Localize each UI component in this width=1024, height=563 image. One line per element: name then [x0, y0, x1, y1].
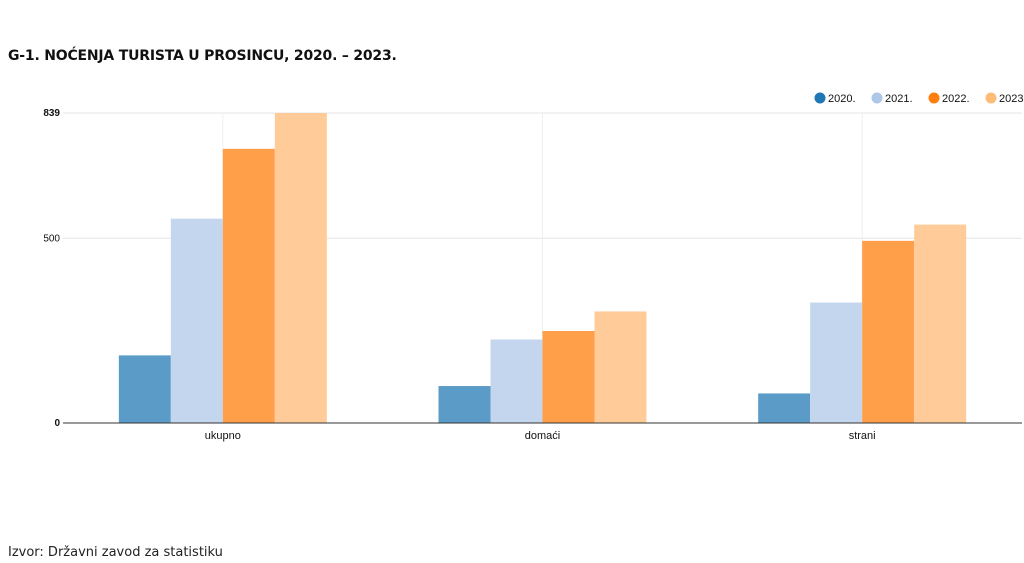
bar-2021-1[interactable] — [490, 339, 543, 423]
x-category-label: strani — [849, 430, 876, 442]
legend-swatch — [928, 92, 940, 104]
y-tick-label: 0 — [54, 418, 60, 429]
bar-2023-2[interactable] — [914, 224, 967, 423]
bar-2023-1[interactable] — [594, 311, 647, 423]
bar-2022-1[interactable] — [542, 330, 595, 423]
legend-item-2021[interactable]: 2021. — [871, 92, 913, 106]
bar-2020-2[interactable] — [758, 393, 811, 423]
axis-layer: 0 500 839 ukupno domaći strani — [43, 108, 1022, 442]
legend-label: 2022. — [942, 93, 970, 105]
y-tick-label: 839 — [43, 108, 60, 119]
legend-label: 2023 — [999, 93, 1023, 105]
x-category-label: domaći — [525, 430, 560, 442]
bar-2023-0[interactable] — [274, 113, 327, 423]
bar-2020-1[interactable] — [438, 386, 491, 423]
bar-2022-0[interactable] — [222, 148, 275, 424]
bar-2021-0[interactable] — [170, 218, 223, 423]
source-note: Izvor: Državni zavod za statistiku — [8, 545, 223, 560]
legend-label: 2021. — [885, 93, 913, 105]
bar-2022-2[interactable] — [862, 240, 915, 423]
bar-chart: 0 500 839 ukupno domaći strani 2020. 2021. 2022… — [43, 92, 1024, 442]
legend-swatch — [871, 92, 883, 104]
legend-swatch — [985, 92, 997, 104]
legend[interactable]: 2020. 2021. 2022. 2023 — [814, 92, 1024, 106]
y-tick-label: 500 — [43, 233, 60, 244]
legend-item-2022[interactable]: 2022. — [928, 92, 970, 106]
legend-swatch — [814, 92, 826, 104]
bars-layer — [118, 113, 967, 424]
chart-title: G-1. NOĆENJA TURISTA U PROSINCU, 2020. –… — [8, 48, 397, 64]
legend-item-2020[interactable]: 2020. — [814, 92, 856, 106]
legend-item-2023[interactable]: 2023 — [985, 92, 1024, 106]
bar-2020-0[interactable] — [118, 355, 171, 423]
bar-2021-2[interactable] — [810, 302, 863, 423]
legend-label: 2020. — [828, 93, 856, 105]
x-category-label: ukupno — [205, 430, 241, 442]
